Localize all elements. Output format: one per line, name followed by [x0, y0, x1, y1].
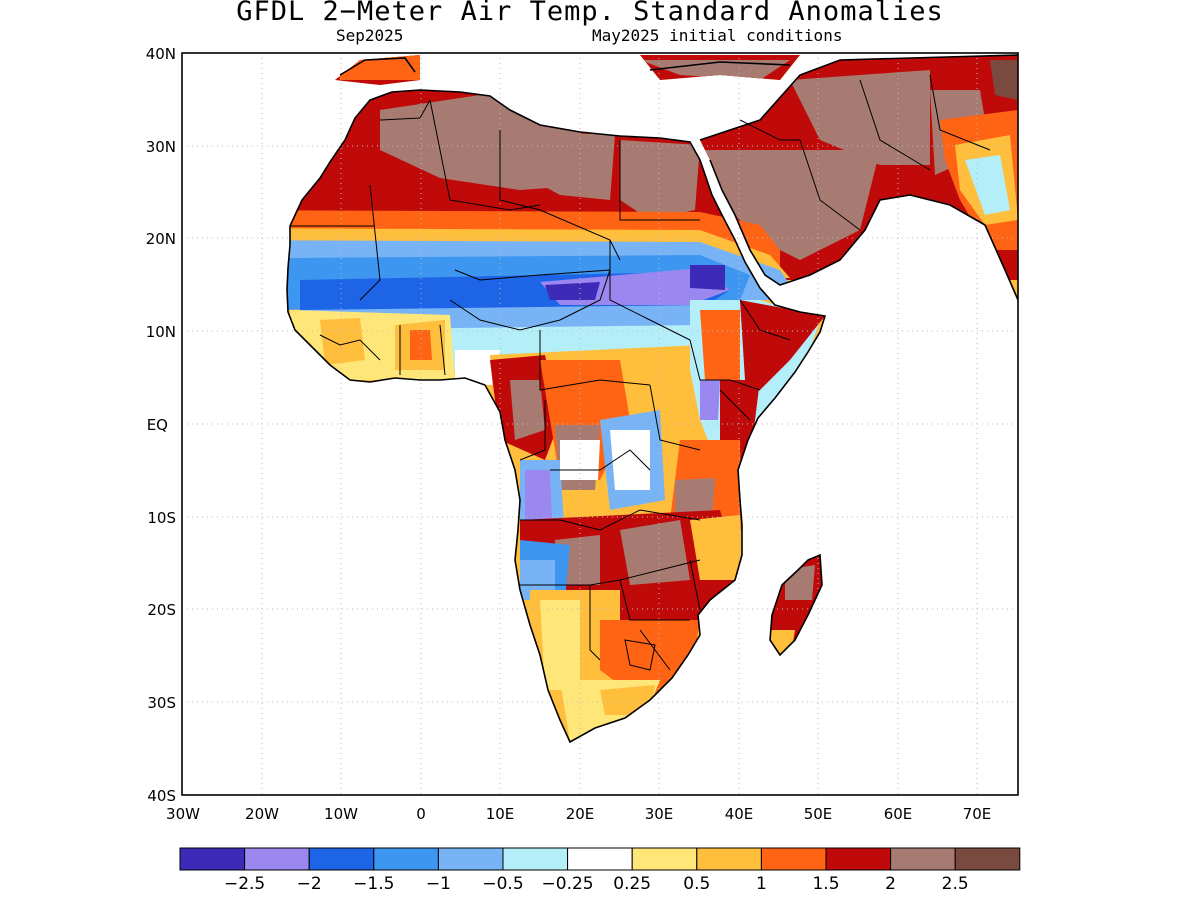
colorbar-swatch	[760, 847, 827, 871]
colorbar-swatch	[308, 847, 375, 871]
lon-label: 60E	[884, 805, 913, 823]
lat-label: 20S	[147, 601, 176, 619]
lon-label: 20E	[566, 805, 595, 823]
lon-label: 70E	[963, 805, 992, 823]
initial-conditions: May2025 initial conditions	[592, 26, 843, 45]
lat-label: 40N	[146, 45, 176, 63]
colorbar-swatch	[890, 847, 956, 871]
colorbar-swatch	[437, 847, 504, 871]
lon-label: 30E	[645, 805, 674, 823]
colorbar-label: −1.5	[353, 874, 394, 894]
colorbar-swatch	[502, 847, 569, 871]
colorbar-label: −0.25	[542, 874, 594, 894]
lat-label: EQ	[147, 416, 168, 434]
lat-lon-grid	[182, 53, 1018, 795]
lat-label: 40S	[147, 787, 176, 805]
colorbar-swatch	[696, 847, 762, 871]
lon-label: 50E	[804, 805, 833, 823]
colorbar-swatch	[825, 847, 892, 871]
country-borders	[290, 74, 991, 671]
colorbar-label: 0.5	[683, 874, 710, 894]
lon-label: 0	[416, 805, 426, 823]
coastlines	[286, 54, 1018, 743]
lon-label: 40E	[725, 805, 754, 823]
lon-label: 20W	[245, 805, 279, 823]
lat-label: 30N	[146, 138, 176, 156]
colorbar-swatch	[244, 847, 310, 871]
colorbar-label: 1	[756, 874, 767, 894]
colorbar-label: −0.5	[482, 874, 523, 894]
anomaly-field	[287, 55, 1018, 742]
latitude-labels: 40N 30N 20N 10N EQ 10S 20S 30S 40S	[146, 45, 176, 805]
colorbar-label: 1.5	[812, 874, 839, 894]
colorbar: −2.5 −2 −1.5 −1 −0.5 −0.25 0.25 0.5 1 1.5 2 2.5	[179, 847, 1021, 894]
lon-label: 10E	[486, 805, 515, 823]
lat-label: 10N	[146, 323, 176, 341]
colorbar-label: 2	[885, 874, 896, 894]
lat-label: 20N	[146, 230, 176, 248]
lat-label: 10S	[147, 509, 176, 527]
colorbar-swatch	[373, 847, 439, 871]
lon-label: 30W	[166, 805, 200, 823]
colorbar-label: −2	[297, 874, 322, 894]
colorbar-swatch	[179, 847, 246, 871]
longitude-labels: 30W 20W 10W 0 10E 20E 30E 40E 50E 60E 70…	[166, 805, 991, 823]
lon-label: 10W	[324, 805, 358, 823]
colorbar-label: 0.25	[613, 874, 651, 894]
lat-label: 30S	[147, 694, 176, 712]
colorbar-swatch	[954, 847, 1021, 871]
colorbar-swatch	[567, 847, 633, 871]
map-title: GFDL 2−Meter Air Temp. Standard Anomalie…	[236, 0, 944, 27]
forecast-month: Sep2025	[336, 26, 404, 45]
colorbar-label: −2.5	[224, 874, 265, 894]
colorbar-label: 2.5	[942, 874, 969, 894]
colorbar-swatch	[631, 847, 698, 871]
colorbar-label: −1	[426, 874, 451, 894]
map-frame	[181, 52, 1019, 796]
